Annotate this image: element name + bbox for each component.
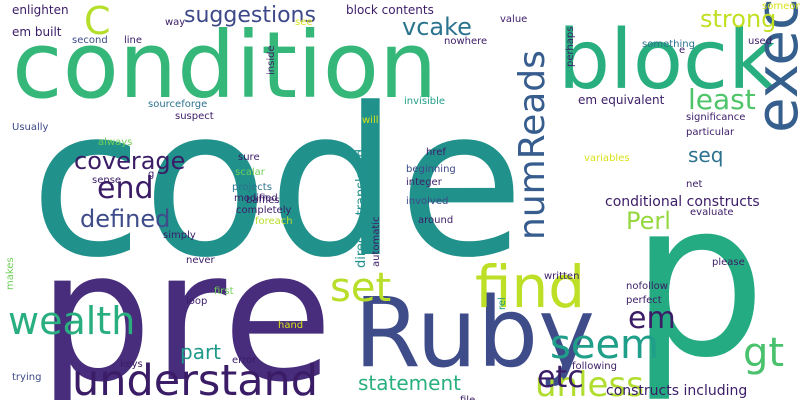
word-around: around bbox=[418, 215, 454, 226]
word-ruby: Ruby bbox=[354, 277, 595, 389]
word-block: block bbox=[558, 13, 776, 108]
word-nofollow: nofollow bbox=[626, 281, 668, 292]
word-suggestions: suggestions bbox=[184, 3, 316, 28]
word-first: first bbox=[214, 286, 234, 297]
word-wealth: wealth bbox=[8, 299, 136, 343]
word-makes: makes bbox=[5, 257, 16, 290]
word-rel: rel bbox=[497, 297, 508, 310]
word-completely: completely bbox=[236, 205, 292, 216]
word-understand: understand bbox=[72, 356, 319, 400]
word-something: something bbox=[642, 39, 695, 50]
word-sense: sense bbox=[92, 175, 122, 186]
word-g: g bbox=[148, 169, 155, 180]
word-invisible: invisible bbox=[404, 96, 446, 107]
word-hand: hand bbox=[278, 320, 304, 331]
word-never: never bbox=[186, 255, 215, 266]
word-code: code bbox=[30, 65, 525, 303]
word-gt: gt bbox=[743, 330, 785, 376]
word-projects: projects bbox=[232, 182, 272, 193]
word-c: C bbox=[84, 0, 111, 43]
word-evaluate: evaluate bbox=[690, 207, 734, 218]
word-statement: statement bbox=[358, 371, 461, 395]
word-please: please bbox=[712, 257, 745, 268]
word-enlighten: enlighten bbox=[12, 3, 69, 17]
word-block-contents: block contents bbox=[346, 3, 434, 17]
word-scalar: scalar bbox=[235, 167, 265, 178]
word-baffles: baffles bbox=[246, 195, 280, 206]
word-end: end bbox=[97, 171, 154, 206]
word-defined: defined bbox=[80, 205, 171, 233]
word-error: error bbox=[232, 355, 257, 366]
word-strong: strong bbox=[700, 5, 777, 33]
word-numreads: numReads bbox=[512, 50, 553, 240]
word-directly-translated: directly translated bbox=[354, 149, 369, 268]
word-em-equivalent: em equivalent bbox=[578, 93, 665, 107]
word-perhaps: perhaps bbox=[565, 26, 576, 67]
word-sure: sure bbox=[238, 152, 260, 163]
word-way: way bbox=[165, 17, 186, 28]
word-will: will bbox=[362, 115, 379, 126]
word-constructs-including: constructs including bbox=[606, 383, 748, 399]
word-find: find bbox=[475, 253, 586, 321]
word-em-built: em built bbox=[12, 25, 62, 39]
word-always: always bbox=[98, 137, 133, 148]
word-significance: significance bbox=[686, 112, 746, 123]
word-seem: seem bbox=[550, 322, 660, 368]
word-nowhere: nowhere bbox=[444, 36, 488, 47]
word-least: least bbox=[688, 83, 756, 116]
word-vcake: vcake bbox=[402, 13, 472, 41]
word-line: line bbox=[124, 35, 143, 46]
word-p: p bbox=[630, 154, 767, 400]
word-second: second bbox=[72, 35, 108, 46]
word-see: see bbox=[295, 17, 313, 28]
word-em: em bbox=[628, 301, 676, 336]
word-integer: integer bbox=[406, 177, 442, 188]
word-etc: etc bbox=[537, 360, 584, 395]
word-condition: condition bbox=[12, 12, 438, 119]
word-inside: inside bbox=[266, 45, 277, 75]
word-unless: unless bbox=[535, 365, 644, 400]
word-loop: loop bbox=[186, 296, 208, 307]
word-usually: Usually bbox=[12, 122, 49, 133]
word-keys: keys bbox=[120, 359, 143, 370]
word-sourceforge: sourceforge bbox=[148, 99, 208, 110]
word-beginning: beginning bbox=[406, 164, 456, 175]
word-written: written bbox=[544, 271, 580, 282]
word-e: e bbox=[679, 45, 686, 56]
word-seq: seq bbox=[688, 143, 724, 167]
word-suspect: suspect bbox=[175, 111, 214, 122]
word-automatic: automatic bbox=[371, 216, 382, 267]
word-modified: modified bbox=[234, 193, 278, 204]
word-set: set bbox=[330, 265, 392, 311]
word-involved: involved bbox=[406, 196, 449, 207]
word-coverage: coverage bbox=[74, 147, 186, 175]
word-following: following bbox=[572, 361, 617, 372]
word-perfect: perfect bbox=[626, 295, 662, 306]
word-someone: someone bbox=[762, 1, 800, 12]
word-trying: trying bbox=[12, 372, 42, 383]
word-particular: particular bbox=[686, 127, 735, 138]
word-net: net bbox=[686, 179, 703, 190]
word-file: file bbox=[460, 396, 475, 400]
word-pre: pre bbox=[38, 213, 334, 400]
word-part: part bbox=[180, 340, 222, 364]
word-simply: simply bbox=[163, 230, 196, 241]
word-value: value bbox=[500, 14, 528, 25]
word-used: used bbox=[748, 36, 773, 47]
word-href: href bbox=[426, 147, 446, 158]
word-conditional-constructs: conditional constructs bbox=[605, 194, 760, 210]
word-perl: Perl bbox=[626, 207, 671, 235]
word-variables: variables bbox=[584, 153, 630, 164]
word-foreach: foreach bbox=[255, 216, 293, 227]
